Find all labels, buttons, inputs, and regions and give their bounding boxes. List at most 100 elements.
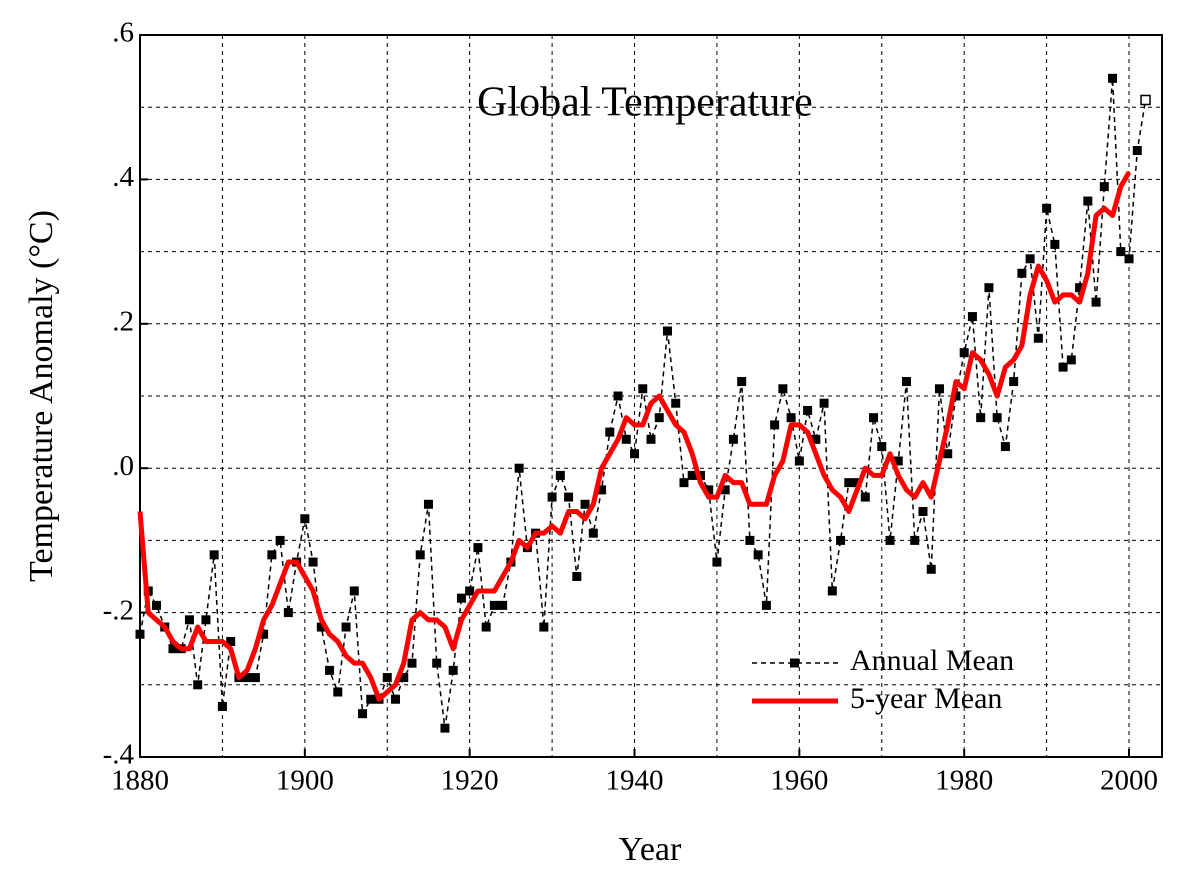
data-point	[885, 535, 895, 545]
data-point	[275, 535, 285, 545]
data-point	[943, 449, 953, 459]
data-point	[184, 615, 194, 625]
data-point	[555, 470, 565, 480]
data-point	[267, 550, 277, 560]
data-point	[613, 391, 623, 401]
data-point	[489, 600, 499, 610]
data-point	[341, 622, 351, 632]
data-point	[217, 701, 227, 711]
data-point	[316, 622, 326, 632]
y-tick-label: -.4	[103, 739, 135, 771]
data-point	[209, 550, 219, 560]
data-point	[720, 485, 730, 495]
data-point	[168, 644, 178, 654]
data-point	[1033, 333, 1043, 343]
data-point	[498, 600, 508, 610]
data-point	[984, 283, 994, 293]
data-point	[333, 687, 343, 697]
x-tick-label: 1940	[606, 765, 664, 797]
x-tick-label: 1980	[935, 765, 993, 797]
data-point	[325, 665, 335, 675]
data-point	[712, 557, 722, 567]
data-point	[926, 564, 936, 574]
data-point	[902, 377, 911, 387]
data-point	[811, 434, 821, 444]
x-tick-label: 1960	[770, 765, 828, 797]
data-point	[679, 478, 689, 488]
y-axis-label: Temperature Anomaly (°C)	[23, 210, 60, 582]
data-point	[770, 420, 780, 430]
x-tick-label: 1880	[111, 765, 169, 797]
data-point	[704, 485, 714, 495]
data-point	[1132, 146, 1142, 156]
x-tick-label: 2000	[1100, 765, 1158, 797]
data-point	[366, 694, 376, 704]
data-point	[803, 405, 813, 415]
data-point	[778, 384, 788, 394]
data-point	[250, 673, 260, 683]
legend-label: 5-year Mean	[850, 682, 1002, 715]
data-point	[547, 492, 557, 502]
data-point	[1075, 283, 1085, 293]
y-tick-label: .0	[112, 450, 134, 482]
data-point	[687, 470, 697, 480]
x-axis-label: Year	[619, 831, 682, 868]
data-point	[827, 586, 837, 596]
y-tick-label: .4	[112, 161, 134, 193]
data-point	[967, 312, 977, 322]
data-point	[1108, 73, 1118, 83]
y-tick-label: -.2	[103, 594, 134, 626]
data-point	[300, 514, 310, 524]
data-point	[918, 507, 928, 517]
data-point	[572, 572, 582, 581]
data-point	[588, 528, 598, 538]
data-point	[992, 413, 1002, 423]
data-point	[605, 427, 615, 437]
data-point	[728, 434, 738, 444]
data-point	[662, 326, 672, 336]
data-point	[242, 673, 252, 683]
data-point	[399, 673, 409, 683]
legend-marker	[790, 658, 799, 668]
y-tick-label: .6	[112, 17, 134, 49]
data-point	[1124, 254, 1134, 264]
data-point	[407, 658, 417, 668]
data-point	[580, 499, 590, 509]
data-point	[654, 413, 664, 423]
data-point	[432, 658, 442, 668]
data-point	[1042, 203, 1052, 213]
chart-title: Global Temperature	[477, 80, 813, 126]
data-point	[226, 636, 236, 646]
data-point	[448, 665, 458, 675]
data-point	[1009, 377, 1019, 387]
data-point	[671, 398, 681, 408]
data-point	[1058, 362, 1068, 372]
data-point	[959, 348, 969, 358]
data-point	[481, 622, 491, 632]
data-point	[737, 377, 747, 387]
data-point	[597, 485, 607, 495]
data-point	[564, 492, 574, 502]
data-point	[761, 600, 771, 610]
data-point	[349, 586, 359, 596]
legend-label: Annual Mean	[850, 644, 1014, 677]
data-point	[151, 600, 161, 610]
data-point	[1083, 196, 1093, 206]
data-point	[844, 478, 854, 488]
data-point	[514, 463, 524, 473]
data-point	[473, 543, 483, 553]
data-point	[794, 456, 804, 466]
data-point	[836, 535, 846, 545]
data-point	[259, 629, 269, 639]
data-point	[1050, 239, 1060, 249]
data-point	[976, 413, 986, 423]
data-point	[283, 608, 293, 618]
data-point	[415, 550, 425, 560]
data-point	[382, 673, 392, 683]
data-point	[852, 478, 862, 488]
data-point	[910, 535, 920, 545]
data-point	[423, 499, 433, 509]
